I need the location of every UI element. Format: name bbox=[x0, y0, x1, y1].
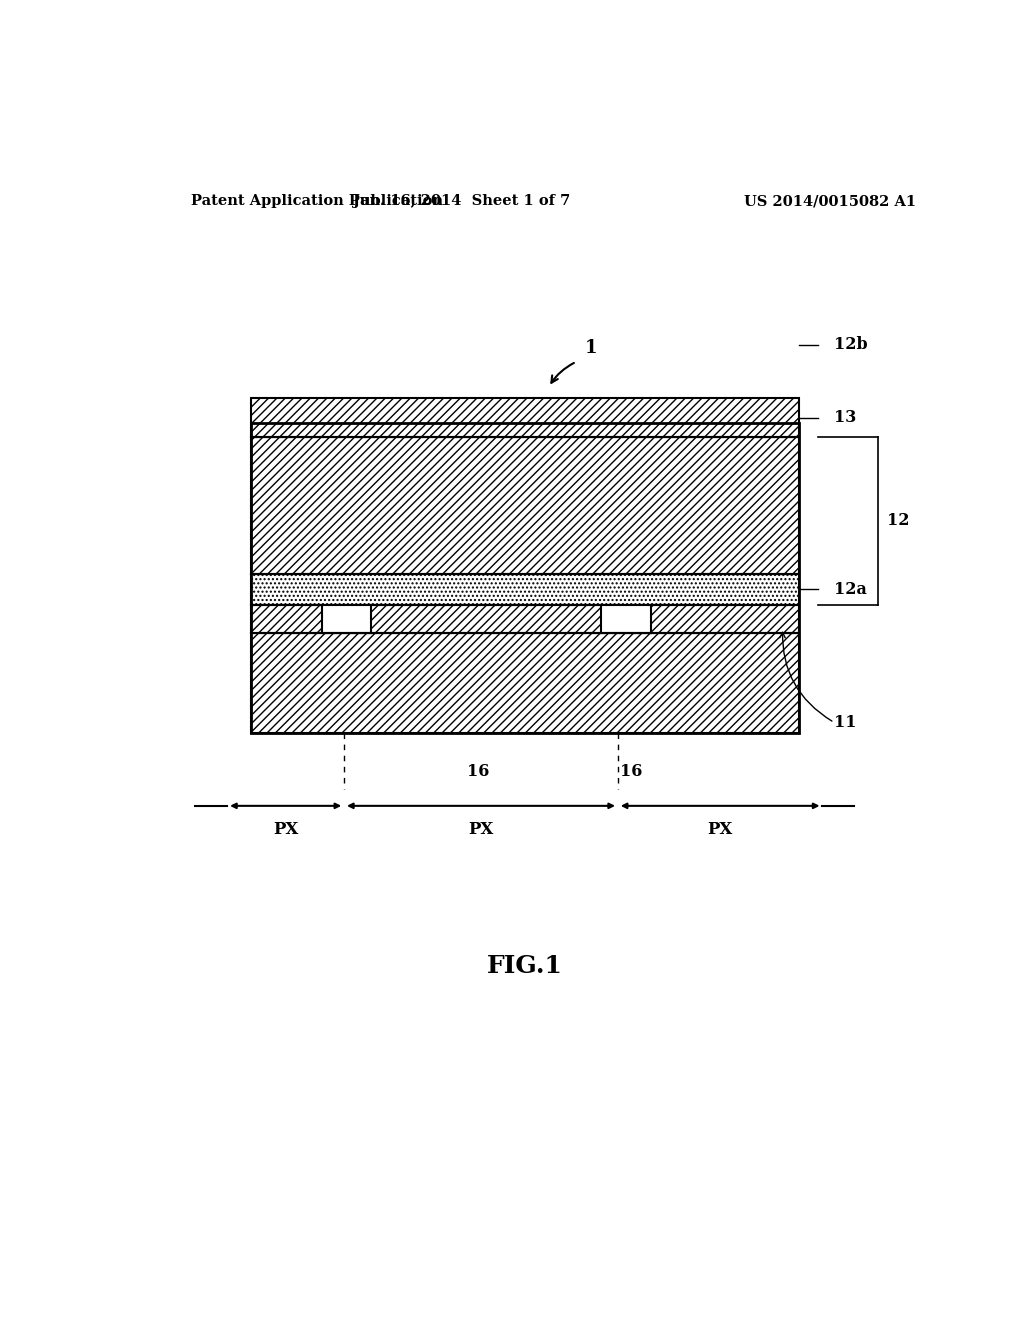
Bar bbox=[251, 422, 799, 733]
Text: 16: 16 bbox=[467, 763, 489, 780]
Bar bbox=[323, 605, 372, 634]
Text: 12: 12 bbox=[888, 512, 910, 529]
Text: 13: 13 bbox=[835, 409, 856, 426]
Bar bbox=[251, 399, 799, 437]
Text: 1: 1 bbox=[585, 339, 597, 356]
Bar bbox=[251, 605, 799, 634]
Text: PX: PX bbox=[468, 821, 494, 838]
Text: 16: 16 bbox=[621, 763, 643, 780]
Text: 12b: 12b bbox=[835, 337, 868, 354]
Bar bbox=[251, 634, 799, 733]
Text: PX: PX bbox=[273, 821, 298, 838]
Text: FIG.1: FIG.1 bbox=[486, 954, 563, 978]
Text: 11: 11 bbox=[835, 714, 857, 731]
Text: 12a: 12a bbox=[835, 581, 867, 598]
Text: Jan. 16, 2014  Sheet 1 of 7: Jan. 16, 2014 Sheet 1 of 7 bbox=[352, 194, 570, 209]
Bar bbox=[251, 437, 799, 574]
Bar bbox=[251, 574, 799, 605]
Bar bbox=[601, 605, 650, 634]
Text: Patent Application Publication: Patent Application Publication bbox=[191, 194, 443, 209]
Text: US 2014/0015082 A1: US 2014/0015082 A1 bbox=[744, 194, 916, 209]
Text: PX: PX bbox=[708, 821, 733, 838]
